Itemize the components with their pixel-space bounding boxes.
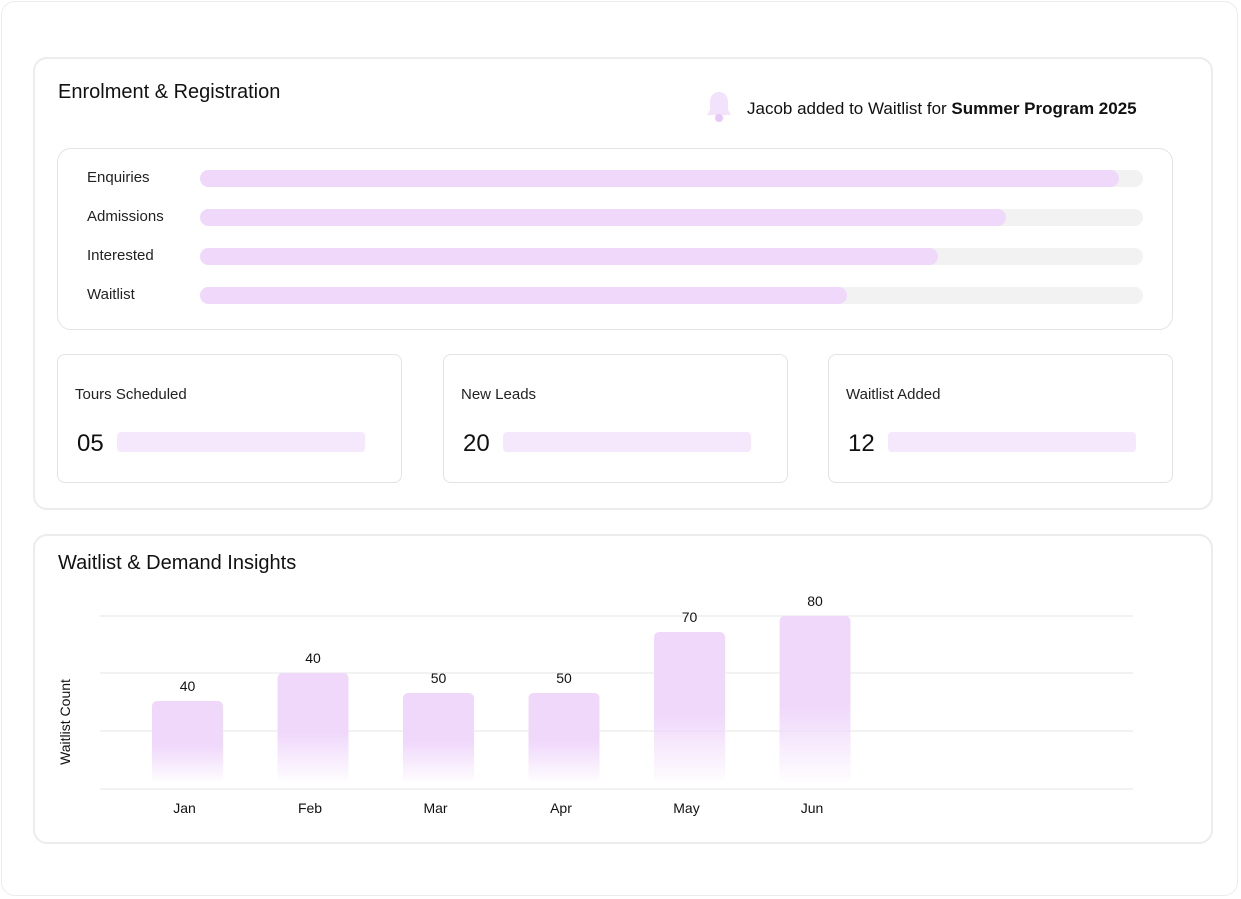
stat-label: New Leads [461,386,537,403]
enrolment-card: Enrolment & Registration Jacob added to … [33,57,1213,510]
bar-value-label: 40 [305,650,321,666]
stat-bar [503,432,751,452]
funnel-label: Admissions [87,208,164,225]
stat-value: 20 [463,430,490,457]
funnel-bar-admissions [200,209,1007,226]
stat-value: 05 [77,430,104,457]
enrolment-funnel: Enquiries Admissions Interested Waitlist [57,148,1173,330]
stat-card-tours[interactable]: Tours Scheduled 05 [57,354,402,483]
stat-card-leads[interactable]: New Leads 20 [443,354,788,483]
funnel-track [200,287,1143,304]
funnel-label: Interested [87,247,154,264]
bar-feb[interactable] [277,673,349,782]
bar-value-label: 50 [556,670,572,686]
notification-prefix: Jacob added to Waitlist for [747,98,952,118]
stat-label: Tours Scheduled [75,386,187,403]
funnel-bar-interested [200,248,939,265]
funnel-row-waitlist: Waitlist [87,286,1147,304]
bar-may[interactable] [654,632,725,782]
x-tick-label: Mar [423,800,447,816]
x-tick-label: Feb [298,800,322,816]
stat-bar [117,432,365,452]
funnel-bar-enquiries [200,170,1120,187]
x-tick-label: Jan [173,800,196,816]
bar-value-label: 80 [807,593,823,609]
notification-program: Summer Program 2025 [951,98,1137,118]
waitlist-bar-chart: 40 Jan 40 Feb 50 Mar 50 Apr 70 May 80 Jun Waitlist … [57,593,1133,816]
funnel-track [200,209,1143,226]
x-tick-label: Apr [550,800,572,816]
funnel-track [200,248,1143,265]
funnel-label: Waitlist [87,286,135,303]
stat-card-waitlist[interactable]: Waitlist Added 12 [828,354,1173,483]
bar-value-label: 40 [180,678,196,694]
funnel-row-admissions: Admissions [87,208,1147,226]
insights-title: Waitlist & Demand Insights [58,552,297,574]
funnel-row-enquiries: Enquiries [87,169,1147,187]
bar-value-label: 70 [682,609,698,625]
funnel-row-interested: Interested [87,247,1147,265]
waitlist-notification[interactable]: Jacob added to Waitlist for Summer Progr… [703,89,1137,128]
stat-bar [888,432,1136,452]
notification-text: Jacob added to Waitlist for Summer Progr… [747,99,1137,119]
funnel-label: Enquiries [87,169,150,186]
x-tick-label: Jun [801,800,824,816]
insights-card: Waitlist & Demand Insights 40 Jan 40 Feb 50 M… [33,534,1213,844]
bell-icon [703,89,735,128]
funnel-track [200,170,1143,187]
stat-label: Waitlist Added [846,386,941,403]
y-axis-label: Waitlist Count [57,679,73,765]
bar-apr[interactable] [528,693,600,782]
bar-jun[interactable] [779,616,851,782]
funnel-bar-waitlist [200,287,847,304]
stat-value: 12 [848,430,875,457]
bar-value-label: 50 [431,670,447,686]
bar-jan[interactable] [152,701,223,782]
enrolment-title: Enrolment & Registration [58,81,281,103]
bar-mar[interactable] [403,693,474,782]
x-tick-label: May [673,800,699,816]
